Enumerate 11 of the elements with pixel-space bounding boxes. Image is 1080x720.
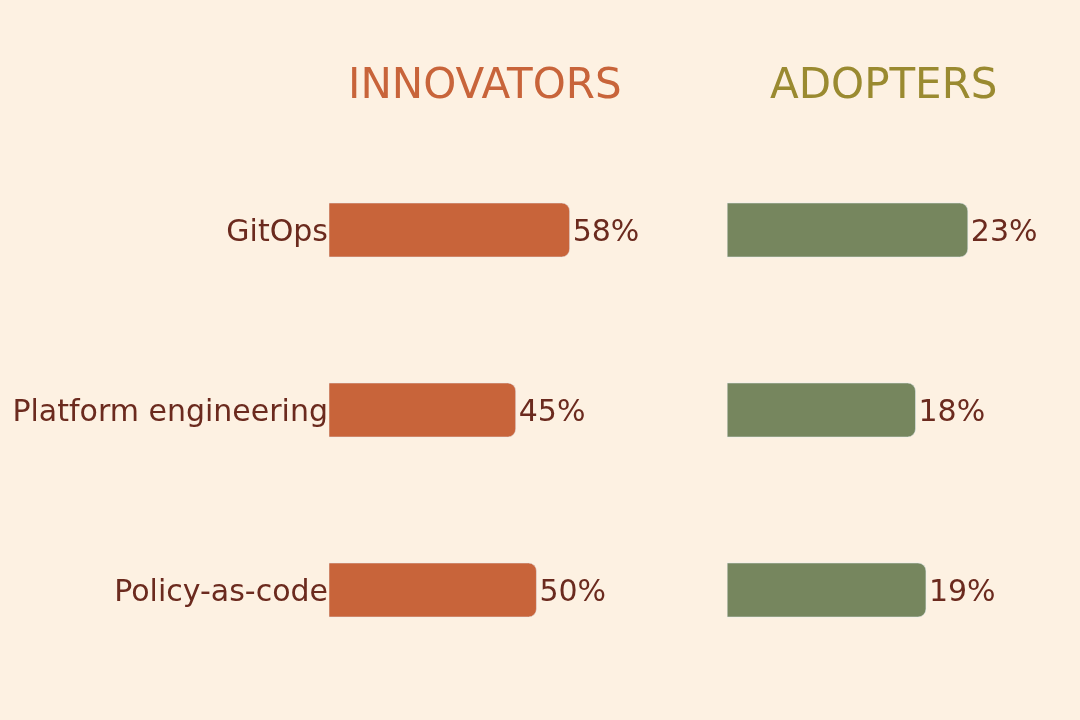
data-label: 50% [539,572,607,608]
data-label: 18% [918,392,986,428]
y-tick-label: Policy-as-code [114,572,328,608]
data-label: 19% [928,572,996,608]
data-label: 45% [518,392,586,428]
data-label: 58% [572,212,640,248]
data-label: 23% [970,212,1038,248]
y-tick-label: Platform engineering [12,392,328,428]
y-tick-label: GitOps [226,212,328,248]
chart-title: ADOPTERS [770,59,998,108]
chart-title: INNOVATORS [348,59,622,108]
